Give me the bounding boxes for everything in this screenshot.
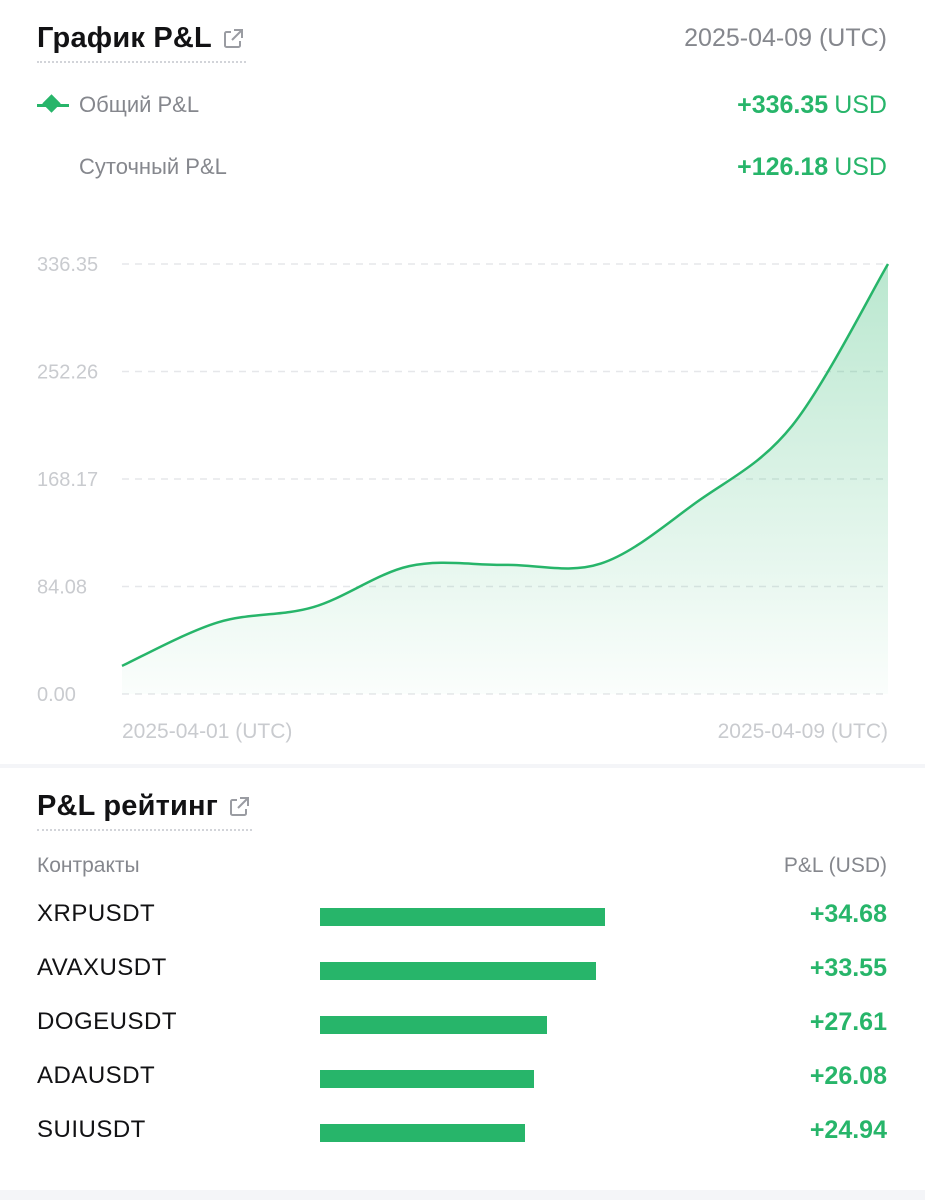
pnl-series-line: [121, 263, 890, 668]
ranking-row[interactable]: ADAUSDT +26.08: [37, 1058, 887, 1098]
y-tick-label: 168.17: [37, 469, 98, 491]
contracts-column-header: Контракты: [37, 854, 140, 877]
daily-pnl-unit: USD: [834, 152, 887, 181]
diamond-line-icon: [37, 87, 69, 123]
total-pnl-label: Общий P&L: [79, 92, 200, 117]
pnl-value: +24.94: [809, 1116, 887, 1144]
pnl-chart-title[interactable]: График P&L: [37, 22, 246, 63]
pnl-chart-title-text: График P&L: [37, 22, 212, 54]
x-tick-label: 2025-04-01 (UTC): [122, 720, 292, 743]
y-tick-label: 336.35: [37, 254, 98, 276]
ranking-title[interactable]: P&L рейтинг: [37, 790, 253, 831]
pnl-area-fill: [122, 264, 888, 694]
contract-symbol: XRPUSDT: [37, 900, 156, 927]
contract-symbol: AVAXUSDT: [37, 954, 167, 981]
ranking-table-header: Контракты P&L (USD): [37, 854, 887, 878]
pnl-bar: [320, 962, 596, 980]
contract-symbol: ADAUSDT: [37, 1062, 156, 1089]
ranking-row[interactable]: DOGEUSDT +27.61: [37, 1004, 887, 1044]
total-pnl-unit: USD: [834, 90, 887, 119]
pnl-bar: [320, 908, 605, 926]
pnl-bar: [320, 1016, 547, 1034]
legend-total-pnl: Общий P&L +336.35 USD: [37, 87, 887, 123]
pnl-value: +34.68: [809, 900, 887, 928]
pnl-value: +26.08: [809, 1062, 887, 1090]
y-tick-label: 252.26: [37, 362, 98, 384]
legend-daily-pnl: Суточный P&L +126.18 USD: [37, 149, 887, 185]
pnl-value: +33.55: [809, 954, 887, 982]
chart-date: 2025-04-09 (UTC): [684, 24, 887, 52]
pnl-column-header: P&L (USD): [783, 854, 887, 877]
ranking-row[interactable]: XRPUSDT +34.68: [37, 896, 887, 936]
contract-symbol: DOGEUSDT: [37, 1008, 178, 1035]
pnl-chart-card: График P&L 2025-04-09 (UTC) Общий P&L +3…: [0, 0, 925, 764]
daily-pnl-value: +126.18: [737, 152, 829, 181]
pnl-bar: [320, 1070, 534, 1088]
y-tick-label: 0.00: [37, 684, 76, 706]
pnl-bar: [320, 1124, 525, 1142]
daily-pnl-label: Суточный P&L: [79, 154, 227, 179]
pnl-area-chart[interactable]: 0.00 84.08 168.17 252.26 336.35 2025-04-01 (…: [0, 230, 925, 755]
x-tick-label: 2025-04-09 (UTC): [718, 720, 888, 743]
y-tick-label: 84.08: [37, 577, 87, 599]
ranking-row[interactable]: SUIUSDT +24.94: [37, 1112, 887, 1152]
external-link-icon[interactable]: [226, 794, 252, 820]
ranking-title-text: P&L рейтинг: [37, 790, 219, 822]
total-pnl-value: +336.35: [737, 90, 829, 119]
contract-symbol: SUIUSDT: [37, 1116, 146, 1143]
pnl-value: +27.61: [809, 1008, 887, 1036]
external-link-icon[interactable]: [220, 26, 246, 52]
ranking-row[interactable]: AVAXUSDT +33.55: [37, 950, 887, 990]
